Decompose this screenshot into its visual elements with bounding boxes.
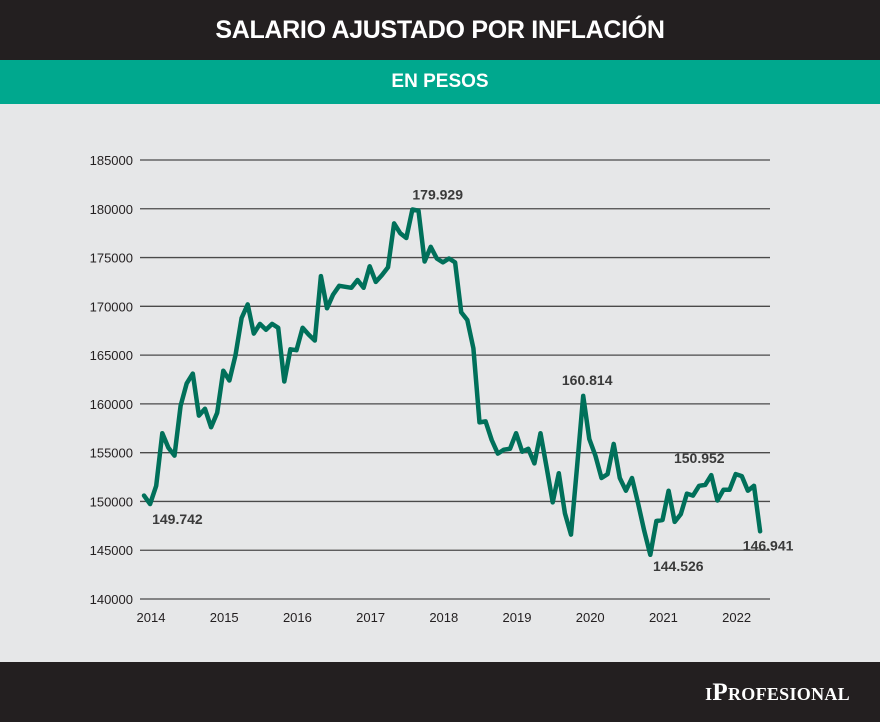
x-tick-label: 2020 bbox=[576, 610, 605, 625]
data-label: 150.952 bbox=[674, 450, 725, 466]
y-tick-label: 145000 bbox=[90, 543, 133, 558]
y-tick-label: 160000 bbox=[90, 397, 133, 412]
y-tick-label: 175000 bbox=[90, 251, 133, 266]
x-tick-label: 2014 bbox=[137, 610, 166, 625]
y-tick-label: 150000 bbox=[90, 494, 133, 509]
y-tick-label: 170000 bbox=[90, 299, 133, 314]
chart-subtitle: EN PESOS bbox=[0, 60, 880, 104]
x-tick-label: 2016 bbox=[283, 610, 312, 625]
x-tick-label: 2019 bbox=[503, 610, 532, 625]
data-label: 160.814 bbox=[562, 372, 613, 388]
salary-series-line bbox=[141, 207, 763, 558]
y-tick-label: 185000 bbox=[90, 153, 133, 168]
data-label: 149.742 bbox=[152, 511, 203, 527]
x-tick-label: 2022 bbox=[722, 610, 751, 625]
data-label: 144.526 bbox=[653, 558, 704, 574]
x-tick-label: 2017 bbox=[356, 610, 385, 625]
line-chart: 140000 145000 150000 155000 160000 165000 1700… bbox=[90, 153, 794, 625]
data-label: 146.941 bbox=[743, 537, 794, 553]
x-tick-label: 2021 bbox=[649, 610, 678, 625]
x-tick-label: 2015 bbox=[210, 610, 239, 625]
chart-title: SALARIO AJUSTADO POR INFLACIÓN bbox=[0, 0, 880, 60]
iprofesional-logo: iProfesional bbox=[705, 679, 850, 706]
y-tick-label: 155000 bbox=[90, 446, 133, 461]
y-tick-label: 140000 bbox=[90, 592, 133, 607]
data-label: 179.929 bbox=[412, 186, 463, 202]
footer: iProfesional bbox=[0, 662, 880, 722]
x-tick-label: 2018 bbox=[429, 610, 458, 625]
y-tick-label: 165000 bbox=[90, 348, 133, 363]
y-tick-label: 180000 bbox=[90, 202, 133, 217]
